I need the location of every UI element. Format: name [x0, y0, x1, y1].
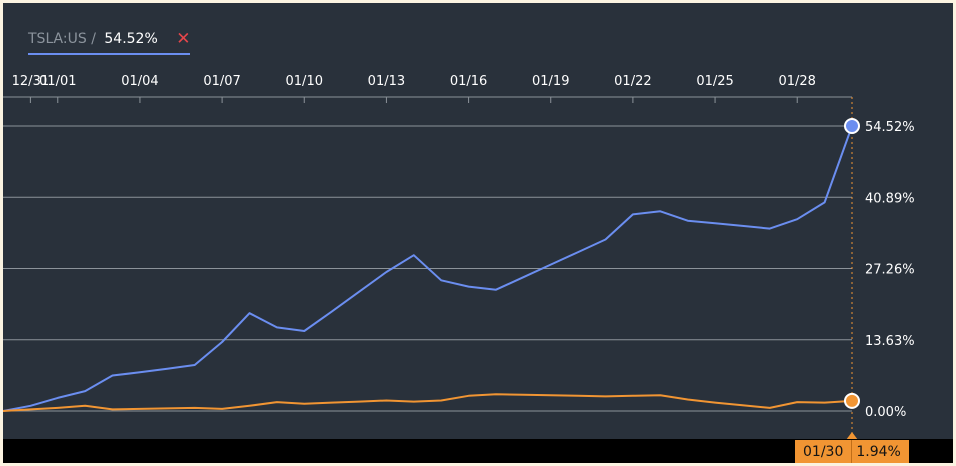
x-tick-label: 01/28 — [778, 74, 815, 89]
series-end-marker-2 — [844, 392, 860, 409]
crosshair-tag-arrow — [846, 432, 858, 440]
x-tick-label: 01/04 — [121, 74, 158, 89]
series-legend[interactable]: TSLA:US / 54.52% ✕ — [28, 29, 191, 55]
legend-underline — [28, 53, 191, 55]
crosshair-value: 1.94% — [851, 440, 908, 463]
x-tick-label: 01/01 — [39, 74, 76, 89]
legend-value: 54.52% — [104, 31, 158, 47]
x-tick-label: 12/31 — [12, 74, 49, 89]
x-tick-label: 01/13 — [368, 74, 405, 89]
x-tick-label: 01/25 — [696, 74, 733, 89]
series-end-marker-1 — [844, 118, 860, 134]
x-tick-label: 01/22 — [614, 74, 651, 89]
legend-separator: / — [86, 31, 101, 47]
y-tick-label: 40.89% — [865, 191, 915, 206]
y-tick-label: 0.00% — [865, 405, 906, 420]
y-tick-label: 54.52% — [865, 120, 915, 135]
x-tick-label: 01/19 — [532, 74, 569, 89]
x-tick-label: 01/10 — [286, 74, 323, 89]
close-icon[interactable]: ✕ — [176, 29, 191, 49]
y-tick-label: 27.26% — [865, 263, 915, 278]
crosshair-date: 01/30 — [803, 444, 844, 460]
chart-frame: TSLA:US / 54.52% ✕ 0.00% 13.63% 27.26% 40.8… — [3, 3, 953, 463]
series-line-2 — [3, 393, 853, 412]
x-axis-footer — [3, 439, 953, 463]
series-line-1 — [3, 125, 853, 412]
y-tick-label: 13.63% — [865, 334, 915, 349]
crosshair-tag: 01/30 1.94% — [795, 440, 909, 463]
legend-ticker: TSLA:US — [28, 31, 87, 47]
x-tick-label: 01/16 — [450, 74, 487, 89]
x-tick-label: 01/07 — [203, 74, 240, 89]
